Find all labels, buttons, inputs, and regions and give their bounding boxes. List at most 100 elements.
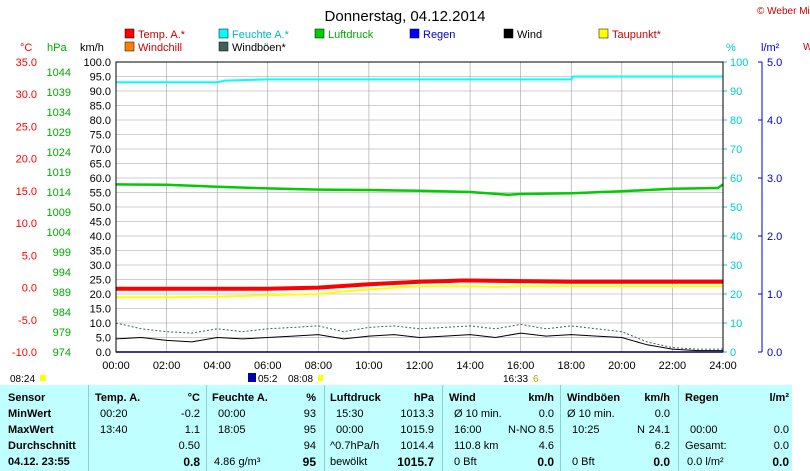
tick-label: 30.0 bbox=[90, 260, 111, 272]
tick-label: 45.0 bbox=[90, 217, 111, 229]
tick-label: 1024 bbox=[47, 147, 71, 159]
tick-label: 5.0 bbox=[22, 250, 37, 262]
plot-grid bbox=[115, 61, 724, 353]
hum-max-value: 95 bbox=[303, 424, 316, 436]
tick-label: 984 bbox=[53, 307, 71, 319]
header-wind-unit: km/h bbox=[528, 392, 554, 404]
tick-label: 55.0 bbox=[90, 188, 111, 200]
legend-label: Wind bbox=[517, 29, 542, 41]
table-divider bbox=[88, 385, 89, 471]
legend-label: Windchill bbox=[138, 42, 182, 54]
table-divider bbox=[206, 385, 207, 471]
tick-label: 989 bbox=[53, 287, 71, 299]
gust-avg-value: 6.2 bbox=[654, 440, 670, 452]
tick-label: 979 bbox=[53, 327, 71, 339]
sun-icon bbox=[40, 375, 46, 381]
wind-min-value: 0.0 bbox=[538, 408, 554, 420]
wind-axis: 100.0 95.0 90.0 85.0 80.0 75.0 70.0 65.0 60.0 55.… bbox=[83, 57, 111, 359]
header-temp: Temp. A. bbox=[95, 392, 141, 404]
tick-label: 10.0 bbox=[90, 318, 111, 330]
header-sensor: Sensor bbox=[8, 392, 46, 404]
tick-label: 30.0 bbox=[16, 89, 37, 101]
table-divider bbox=[678, 385, 679, 471]
unit-temp: °C bbox=[20, 42, 32, 54]
tick-label: 974 bbox=[53, 347, 71, 359]
header-gust-unit: km/h bbox=[644, 392, 670, 404]
tick-label: 20.0 bbox=[90, 289, 111, 301]
tick-label: 100.0 bbox=[83, 57, 111, 69]
chart-title: Donnerstag, 04.12.2014 bbox=[325, 8, 486, 25]
tick-label: 0.0 bbox=[96, 347, 111, 359]
tick-label: 95.0 bbox=[90, 72, 111, 84]
tick-label: 1009 bbox=[47, 207, 71, 219]
row-label-max: MaxWert bbox=[8, 424, 54, 436]
table-divider bbox=[324, 385, 325, 471]
gust-now-value: 0.0 bbox=[653, 455, 670, 469]
sunset-tail-label: 6 bbox=[533, 374, 539, 385]
tick-label: 10 bbox=[730, 318, 742, 330]
tick-label: 70 bbox=[730, 144, 742, 156]
sun-markers: 08:24 05:2 08:08 16:33 6 bbox=[10, 373, 539, 385]
row-label-avg: Durchschnitt bbox=[8, 440, 76, 452]
hum-min-time: 00:00 bbox=[218, 408, 246, 420]
time-tick-label: 04:00 bbox=[203, 360, 231, 372]
legend-label: Luftdruck bbox=[328, 29, 374, 41]
header-rain: Regen bbox=[685, 392, 719, 404]
rain-total-value: 0.0 bbox=[773, 440, 789, 452]
time-tick-label: 14:00 bbox=[456, 360, 484, 372]
tick-label: 3.0 bbox=[767, 173, 782, 185]
series-line bbox=[116, 285, 723, 299]
table-divider bbox=[442, 385, 443, 471]
tick-label: 75.0 bbox=[90, 130, 111, 142]
temp-avg-value: 0.50 bbox=[178, 440, 200, 452]
tick-label: 1039 bbox=[47, 87, 71, 99]
pressure-axis: 1044 1039 1034 1029 1024 1019 1014 1009 1004 999 9… bbox=[47, 67, 71, 359]
right-margin bbox=[792, 385, 810, 471]
sunrise-date-label: 08:24 bbox=[10, 374, 35, 385]
tick-label: 1019 bbox=[47, 167, 71, 179]
legend-label: Taupunkt* bbox=[612, 29, 662, 41]
tick-label: 999 bbox=[53, 247, 71, 259]
header-wind: Wind bbox=[449, 392, 476, 404]
stats-table: Sensor Temp. A. °C Feuchte A. % Luftdruc… bbox=[0, 385, 792, 471]
gust-max-time: 10:25 bbox=[572, 424, 600, 436]
unit-hpa: hPa bbox=[47, 42, 67, 54]
tick-label: 90 bbox=[730, 86, 742, 98]
tick-label: 1034 bbox=[47, 107, 71, 119]
rain-now-label: 0.0 l/m² bbox=[687, 456, 724, 468]
legend-swatch bbox=[124, 28, 135, 39]
gust-min-label: Ø 10 min. bbox=[567, 408, 615, 420]
wind-bft: 0 Bft bbox=[454, 456, 477, 468]
moon-icon bbox=[248, 373, 256, 382]
hum-avg-value: 94 bbox=[303, 440, 316, 452]
tick-label: 65.0 bbox=[90, 159, 111, 171]
tick-label: 40 bbox=[730, 231, 742, 243]
hum-max-time: 18:05 bbox=[218, 424, 246, 436]
header-hum: Feuchte A. bbox=[212, 392, 268, 404]
tick-label: 60 bbox=[730, 173, 742, 185]
time-tick-label: 02:00 bbox=[153, 360, 181, 372]
time-axis: 00:00 02:00 04:00 06:00 08:00 10:00 12:00 14:00… bbox=[102, 360, 737, 372]
tick-label: 1044 bbox=[47, 67, 71, 79]
header-rain-unit: l/m² bbox=[769, 392, 789, 404]
series-line bbox=[115, 183, 724, 197]
hum-now-abs: 4.86 g/m³ bbox=[214, 456, 261, 468]
time-tick-label: 22:00 bbox=[659, 360, 687, 372]
legend-label: Regen bbox=[423, 29, 455, 41]
unit-pct: % bbox=[726, 42, 736, 54]
tick-label: 80 bbox=[730, 115, 742, 127]
time-tick-label: 12:00 bbox=[406, 360, 434, 372]
legend-label: Temp. A.* bbox=[138, 29, 186, 41]
gust-min-value: 0.0 bbox=[654, 408, 670, 420]
press-now-value: 1015.7 bbox=[397, 455, 434, 469]
tick-label: 30 bbox=[730, 260, 742, 272]
plot-frame bbox=[115, 61, 724, 353]
copyright-label: © Weber Mike bbox=[757, 6, 810, 17]
wind-avg-value: 4.6 bbox=[538, 440, 554, 452]
tick-label: 40.0 bbox=[90, 231, 111, 243]
tick-label: 0 bbox=[730, 347, 736, 359]
wind-min-label: Ø 10 min. bbox=[454, 408, 502, 420]
temp-min-value: -0.2 bbox=[181, 408, 200, 420]
time-tick-label: 16:00 bbox=[507, 360, 535, 372]
wind-max-time: 16:00 bbox=[454, 424, 482, 436]
